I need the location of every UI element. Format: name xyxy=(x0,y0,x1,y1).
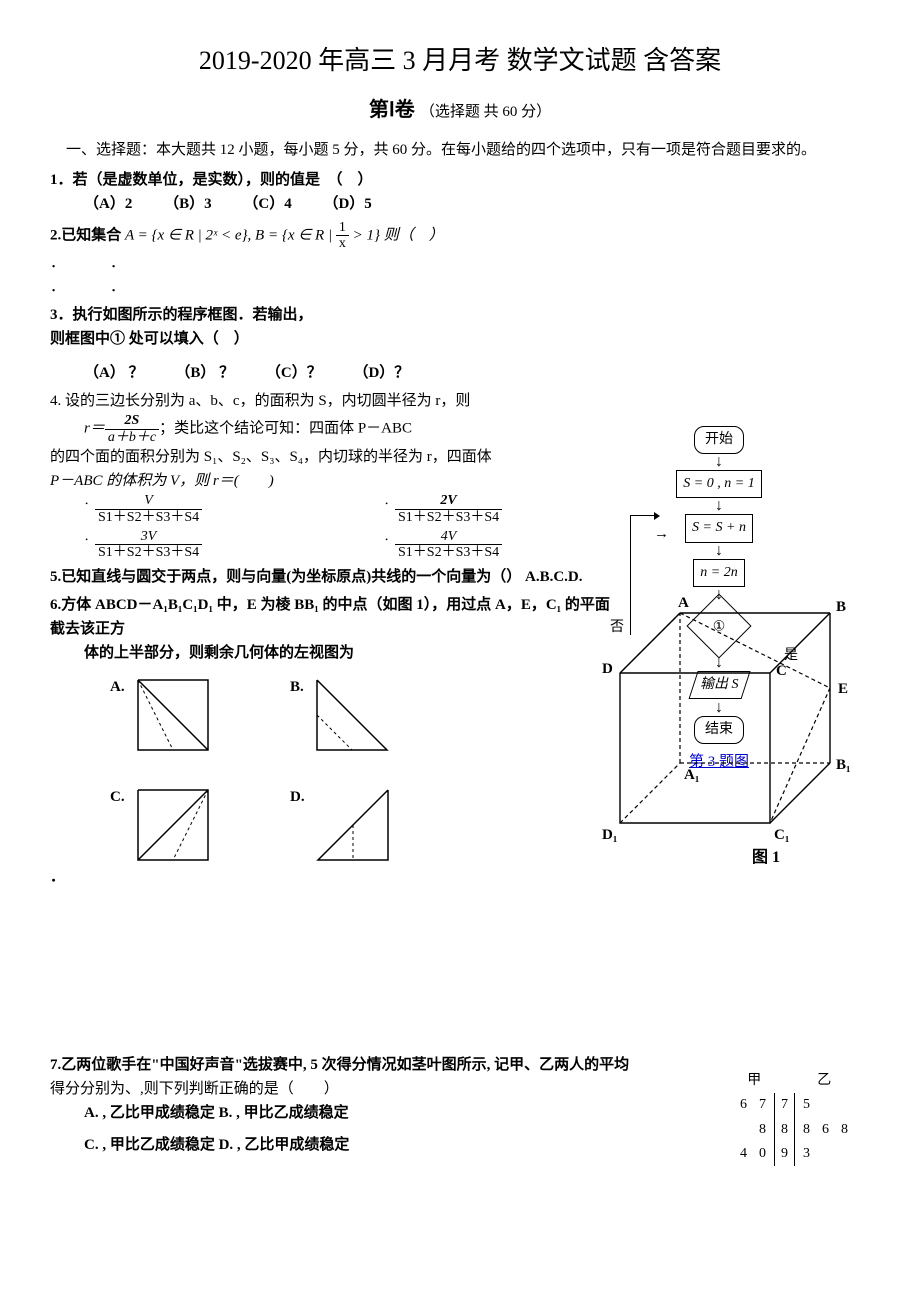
page-subtitle: 第Ⅰ卷 （选择题 共 60 分） xyxy=(50,94,870,126)
q2-frac: 1 x xyxy=(336,220,349,252)
q7-line2: 得分分别为、,则下列判断正确的是（ ） xyxy=(50,1081,339,1097)
question-7: 7.乙两位歌手在"中国好声音"选拔赛中, 5 次得分情况如茎叶图所示, 记甲、乙… xyxy=(50,1053,870,1157)
svg-text:A: A xyxy=(678,595,689,611)
q3-choice-b: （B） ？ xyxy=(175,365,234,381)
leftview-option-a xyxy=(133,675,213,755)
q7-choice-a: A. , 乙比甲成绩稳定 xyxy=(84,1105,215,1121)
fc-step2: n = 2n xyxy=(693,559,744,587)
question-2: 2.已知集合 A = {x ∈ R | 2ˣ < e}, B = {x ∈ R … xyxy=(50,220,870,300)
q3-choice-a: （A） ？ xyxy=(84,365,144,381)
q7-choice-b: B. , 甲比乙成绩稳定 xyxy=(219,1105,349,1121)
q3-line1: 3．执行如图所示的程序框图．若输出， xyxy=(50,303,870,327)
svg-text:D₁: D₁ xyxy=(602,827,617,843)
cube-caption: 图 1 xyxy=(752,845,780,871)
q6-choice-b: B. xyxy=(290,675,430,755)
q1-stem: 1．若（是虚数单位，是实数），则的值是 （ ） xyxy=(50,168,870,192)
q4-choice-b: ．2VS1＋S2＋S3＋S4 xyxy=(384,493,644,525)
q2-prefix: 2.已知集合 xyxy=(50,227,125,243)
q6-choice-d: D. xyxy=(290,785,430,865)
fc-step1: S = S + n xyxy=(685,514,753,542)
fc-init: S = 0 , n = 1 xyxy=(676,470,761,498)
q1-choice-b: （B）3 xyxy=(164,196,212,212)
svg-text:B: B xyxy=(836,599,846,615)
leftview-option-c xyxy=(133,785,213,865)
q7-line1: 7.乙两位歌手在"中国好声音"选拔赛中, 5 次得分情况如茎叶图所示, 记甲、乙… xyxy=(50,1057,629,1073)
leftview-option-d xyxy=(313,785,393,865)
q6-line1: 6.方体 ABCD－A₁B₁C₁D₁ 中，E 为棱 BB₁ 的中点（如图 1），… xyxy=(50,597,610,637)
cube-figure: A B C D E A₁ B₁ C₁ D₁ xyxy=(590,593,870,851)
svg-text:E: E xyxy=(838,681,848,697)
q1-choice-a: （A）2 xyxy=(84,196,132,212)
q4-choice-a: ．VS1＋S2＋S3＋S4 xyxy=(84,493,344,525)
q4-main-frac: 2S a＋b＋c xyxy=(105,413,159,445)
q2-set-tail: > 1} 则（ ） xyxy=(353,227,444,243)
q4-choice-c: ．3VS1＋S2＋S3＋S4 xyxy=(84,529,344,561)
question-1: 1．若（是虚数单位，是实数），则的值是 （ ） （A）2 （B）3 （C）4 （… xyxy=(50,168,870,216)
q4-line1: 4. 设的三边长分别为 a、b、c，的面积为 S，内切圆半径为 r，则 xyxy=(50,389,870,413)
section-intro: 一、选择题：本大题共 12 小题，每小题 5 分，共 60 分。在每小题给的四个… xyxy=(66,138,870,162)
q4-r-eq: r＝ xyxy=(84,421,105,437)
section-number: 第Ⅰ卷 xyxy=(369,99,415,121)
stemleaf-row: 4 0 9 3 xyxy=(734,1142,854,1166)
question-3: 3．执行如图所示的程序框图．若输出， 则框图中① 处可以填入（ ） （A） ？ … xyxy=(50,303,870,385)
q1-choice-d: （D）5 xyxy=(323,196,371,212)
page-title: 2019-2020 年高三 3 月月考 数学文试题 含答案 xyxy=(50,40,870,82)
svg-text:C₁: C₁ xyxy=(774,827,789,843)
stemleaf-row: 8 8 8 6 8 xyxy=(734,1118,854,1142)
q3-choice-c: （C）？ xyxy=(266,365,322,381)
q2-dots: ． ． xyxy=(50,251,870,275)
svg-text:C: C xyxy=(776,663,787,679)
q2-set: A = {x ∈ R | 2ˣ < e}, B = {x ∈ R | xyxy=(125,227,336,243)
svg-text:A₁: A₁ xyxy=(684,767,699,783)
arrow-down-icon: ↓ xyxy=(614,454,824,470)
leftview-option-b xyxy=(312,675,392,755)
q6-choice-a: A. xyxy=(110,675,250,755)
fc-start: 开始 xyxy=(694,426,744,454)
q4-cont: ；类比这个结论可知：四面体 P－ABC xyxy=(159,421,412,437)
q3-line2: 则框图中① 处可以填入（ ） xyxy=(50,327,870,351)
q6-choice-c: C. xyxy=(110,785,250,865)
q7-choice-c: C. , 甲比乙成绩稳定 xyxy=(84,1137,215,1153)
q7-choice-d: D. , 乙比甲成绩稳定 xyxy=(219,1137,350,1153)
stemleaf-row: 6 7 7 5 xyxy=(734,1093,854,1117)
q1-choice-c: （C）4 xyxy=(243,196,291,212)
svg-text:D: D xyxy=(602,661,613,677)
question-6: 6.方体 ABCD－A₁B₁C₁D₁ 中，E 为棱 BB₁ 的中点（如图 1），… xyxy=(50,593,870,933)
arrow-down-icon: ↓ xyxy=(614,498,824,514)
section-sub: （选择题 共 60 分） xyxy=(420,104,551,120)
q2-dots2: ． ． xyxy=(50,275,870,299)
q3-choice-d: （D）？ xyxy=(353,365,409,381)
stem-leaf-plot: 甲 乙 6 7 7 5 8 8 8 6 8 4 0 9 xyxy=(734,1069,854,1167)
q4-choice-d: ．4VS1＋S2＋S3＋S4 xyxy=(384,529,644,561)
svg-text:B₁: B₁ xyxy=(836,757,851,773)
